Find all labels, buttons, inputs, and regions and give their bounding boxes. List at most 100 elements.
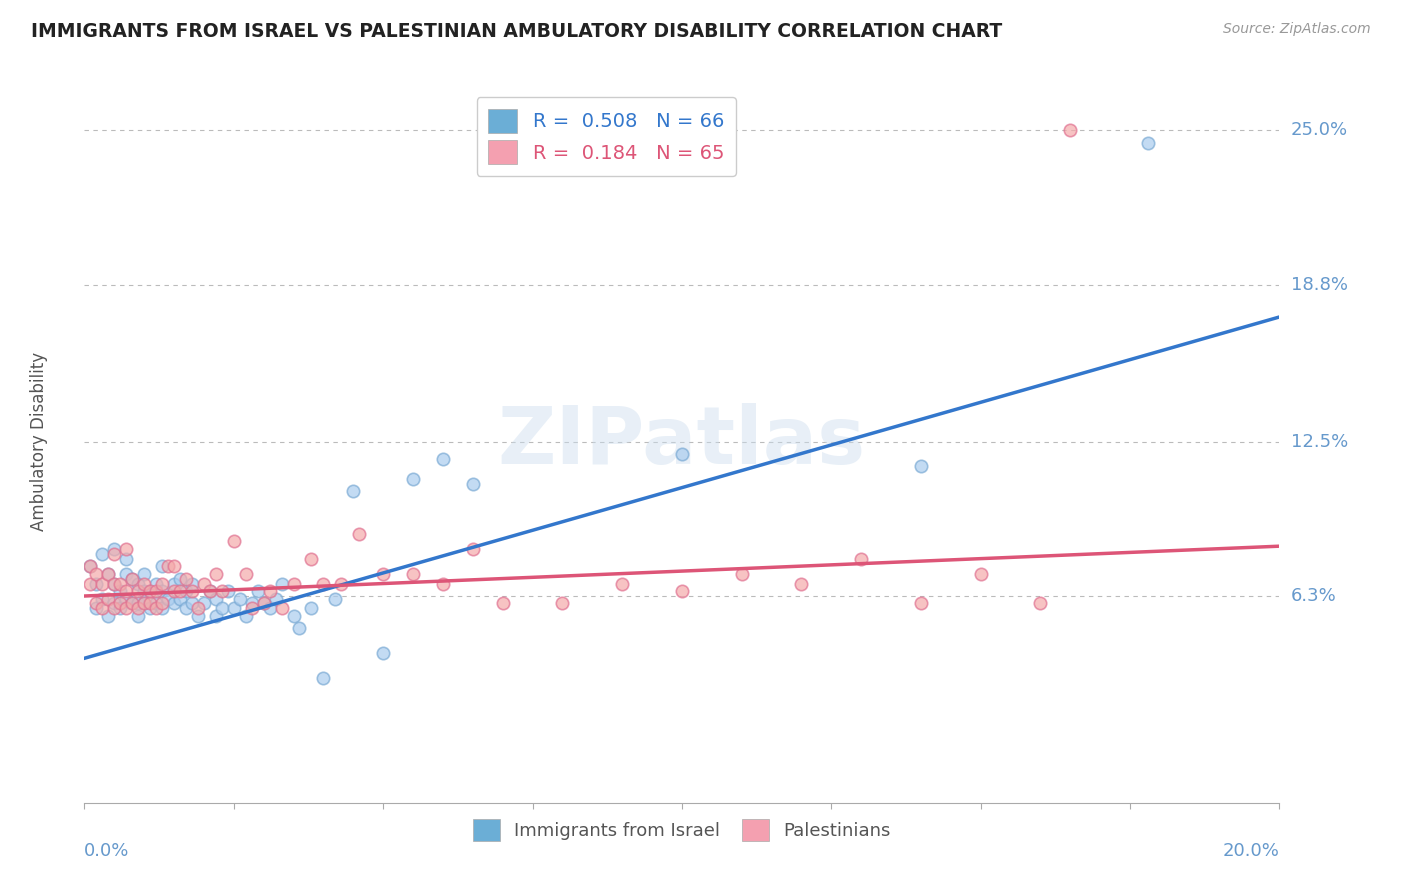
Point (91, 576, 114, 591)
Point (139, 584, 162, 599)
Point (222, 534, 245, 549)
Point (103, 576, 125, 591)
Point (325, 591, 347, 606)
Legend: Immigrants from Israel, Palestinians: Immigrants from Israel, Palestinians (465, 812, 898, 848)
Text: 25.0%: 25.0% (1291, 121, 1348, 139)
Point (150, 584, 173, 599)
Point (174, 572, 197, 586)
Point (79, 559, 101, 574)
Point (731, 566, 754, 581)
Point (373, 646, 395, 660)
Point (264, 591, 287, 606)
Point (235, 609, 257, 624)
Text: 12.5%: 12.5% (1291, 433, 1348, 450)
Point (115, 601, 138, 615)
Point (259, 584, 281, 599)
Point (127, 601, 149, 615)
Point (612, 576, 634, 591)
Point (198, 584, 221, 599)
Point (86, 601, 108, 615)
Point (115, 591, 138, 606)
Point (115, 584, 138, 599)
Point (139, 584, 162, 599)
Point (127, 576, 149, 591)
Point (312, 576, 335, 591)
Point (330, 576, 353, 591)
Point (157, 591, 180, 606)
Point (79, 559, 101, 574)
Point (373, 566, 395, 581)
Point (163, 576, 186, 591)
Point (169, 572, 191, 586)
Text: Ambulatory Disability: Ambulatory Disability (30, 352, 48, 531)
Point (86, 566, 108, 581)
Point (270, 576, 292, 591)
Point (181, 597, 204, 611)
Point (461, 541, 484, 556)
Point (150, 601, 173, 615)
Point (121, 572, 143, 586)
Point (301, 551, 323, 566)
Point (121, 597, 143, 611)
Point (910, 597, 932, 611)
Point (163, 597, 186, 611)
Point (253, 597, 276, 611)
Point (150, 576, 173, 591)
Point (851, 551, 873, 566)
Point (150, 559, 173, 574)
Point (132, 597, 156, 611)
Point (115, 541, 138, 556)
Point (103, 601, 125, 615)
Point (790, 576, 813, 591)
Point (222, 601, 245, 615)
Point (461, 476, 484, 491)
Point (288, 621, 311, 635)
Point (145, 601, 167, 615)
Point (103, 547, 125, 561)
Point (193, 597, 215, 611)
Point (240, 597, 263, 611)
Point (127, 597, 149, 611)
Point (110, 584, 132, 599)
Point (86, 576, 108, 591)
Point (163, 559, 186, 574)
Point (432, 576, 454, 591)
Point (492, 597, 515, 611)
Text: Source: ZipAtlas.com: Source: ZipAtlas.com (1223, 22, 1371, 37)
Point (132, 566, 156, 581)
Point (103, 541, 125, 556)
Point (181, 576, 204, 591)
Point (103, 597, 125, 611)
Point (312, 671, 335, 685)
Point (228, 591, 252, 606)
Point (110, 576, 132, 591)
Point (193, 576, 215, 591)
Point (205, 609, 228, 624)
Point (1059, 123, 1081, 137)
Point (91, 601, 114, 615)
Text: 18.8%: 18.8% (1291, 276, 1347, 293)
Point (145, 584, 167, 599)
Point (349, 526, 371, 541)
Point (86, 597, 108, 611)
Text: ZIPatlas: ZIPatlas (498, 402, 866, 481)
Point (432, 452, 454, 467)
Point (163, 584, 186, 599)
Point (205, 591, 228, 606)
Point (970, 566, 993, 581)
Point (115, 551, 138, 566)
Point (671, 584, 693, 599)
Point (301, 601, 323, 615)
Point (91, 591, 114, 606)
Point (139, 601, 162, 615)
Point (127, 609, 149, 624)
Point (110, 597, 132, 611)
Point (259, 601, 281, 615)
Point (97, 566, 120, 581)
Point (551, 597, 574, 611)
Point (169, 591, 191, 606)
Point (157, 559, 180, 574)
Text: IMMIGRANTS FROM ISRAEL VS PALESTINIAN AMBULATORY DISABILITY CORRELATION CHART: IMMIGRANTS FROM ISRAEL VS PALESTINIAN AM… (31, 22, 1002, 41)
Point (91, 547, 114, 561)
Point (181, 584, 204, 599)
